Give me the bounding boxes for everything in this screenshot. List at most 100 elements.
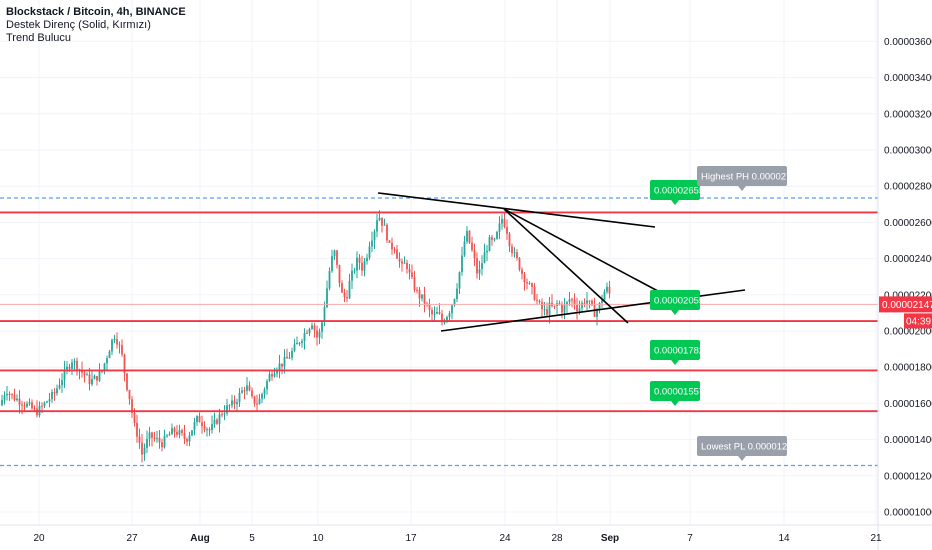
candle-body: [326, 288, 328, 308]
candle-body: [186, 438, 188, 442]
candle-body: [453, 299, 456, 306]
candle-body: [523, 274, 526, 283]
candle-body: [213, 419, 216, 425]
candle-body: [168, 434, 171, 436]
candle-body: [373, 231, 376, 241]
candle-body: [281, 363, 283, 367]
candle-body: [193, 422, 196, 431]
candle-body: [536, 299, 538, 301]
level-price-label: 0.00002055: [650, 290, 704, 315]
candle-body: [103, 363, 106, 371]
candle-body: [608, 286, 611, 294]
candle-body: [313, 325, 316, 331]
candle-body: [268, 374, 271, 382]
candle-body: [48, 399, 51, 402]
candle-body: [603, 291, 606, 301]
time-tick-label: 7: [687, 533, 693, 544]
candle-body: [93, 375, 96, 380]
candle-body: [503, 219, 506, 227]
candle-body: [368, 246, 371, 258]
candle-body: [521, 269, 523, 275]
candle-body: [226, 405, 228, 414]
candle-body: [516, 252, 518, 259]
candle-body: [176, 431, 178, 435]
candle-body: [233, 400, 236, 405]
candle-body: [363, 261, 366, 271]
current-price-tag: 0.00002147 04:39: [879, 296, 932, 329]
svg-text:0.00001557: 0.00001557: [654, 387, 704, 398]
candle-body: [263, 389, 266, 395]
candle-body: [276, 370, 278, 374]
candle-body: [491, 237, 493, 240]
candle-body: [121, 345, 123, 355]
candle-body: [241, 390, 243, 393]
candle-body: [53, 392, 56, 394]
candle-body: [188, 435, 191, 442]
candle-body: [283, 356, 286, 367]
candle-body: [473, 250, 476, 259]
candle-body: [306, 332, 308, 334]
candle-body: [91, 379, 93, 385]
price-tick-label: 0.00002400: [884, 254, 932, 265]
support-resistance-lines: [0, 197, 878, 467]
price-tick-label: 0.00003200: [884, 109, 932, 120]
candle-body: [318, 331, 321, 338]
candle-body: [366, 257, 368, 262]
candle-body: [583, 302, 586, 304]
candle-body: [133, 412, 136, 423]
candle-body: [1, 399, 3, 406]
candles: [1, 210, 611, 463]
time-tick-label: 14: [778, 533, 790, 544]
candle-body: [591, 300, 593, 305]
candle-body: [218, 414, 221, 424]
candle-body: [541, 302, 543, 310]
candle-body: [86, 374, 88, 376]
candle-body: [501, 219, 503, 224]
candle-body: [428, 303, 431, 310]
candle-body: [21, 404, 23, 406]
countdown-value: 04:39: [906, 316, 931, 327]
candle-body: [531, 283, 533, 287]
time-tick-label: 27: [126, 533, 138, 544]
candle-body: [498, 223, 501, 232]
candle-body: [203, 426, 206, 430]
candle-body: [178, 430, 181, 435]
candle-body: [401, 261, 403, 264]
candle-body: [376, 220, 378, 232]
candle-body: [143, 448, 146, 455]
candle-body: [466, 230, 468, 242]
candle-body: [123, 354, 126, 374]
candle-body: [513, 252, 516, 254]
candle-body: [8, 393, 11, 395]
candle-body: [461, 255, 463, 273]
candle-body: [371, 240, 373, 247]
time-axis[interactable]: 20 27 Aug 5 10 17 24 28 Sep 7 14 21: [0, 524, 932, 544]
indicator-trend-finder[interactable]: Trend Bulucu: [6, 32, 72, 44]
candle-body: [118, 344, 121, 346]
candle-body: [253, 396, 256, 404]
time-tick-label: Aug: [190, 533, 209, 544]
candle-body: [33, 408, 36, 410]
candle-body: [316, 330, 318, 338]
candle-body: [3, 395, 6, 400]
candle-body: [333, 250, 336, 257]
indicator-support-resistance[interactable]: Destek Direnç (Solid, Kırmızı): [6, 19, 151, 31]
price-axis[interactable]: 0.00003600 0.00003400 0.00003200 0.00003000…: [877, 0, 932, 550]
candle-body: [18, 398, 21, 405]
candle-body: [538, 300, 541, 303]
candle-body: [198, 416, 201, 423]
candle-body: [543, 309, 546, 311]
candle-body: [451, 305, 453, 314]
candle-body: [298, 342, 301, 344]
candle-body: [171, 428, 173, 435]
candle-body: [386, 224, 388, 241]
candle-body: [596, 310, 598, 317]
countdown-box: [904, 313, 932, 329]
symbol-title[interactable]: Blockstack / Bitcoin, 4h, BINANCE: [6, 6, 186, 18]
candle-body: [343, 292, 346, 298]
candle-body: [553, 305, 556, 307]
candle-body: [311, 325, 313, 329]
candle-body: [353, 270, 356, 272]
candle-body: [378, 217, 381, 221]
